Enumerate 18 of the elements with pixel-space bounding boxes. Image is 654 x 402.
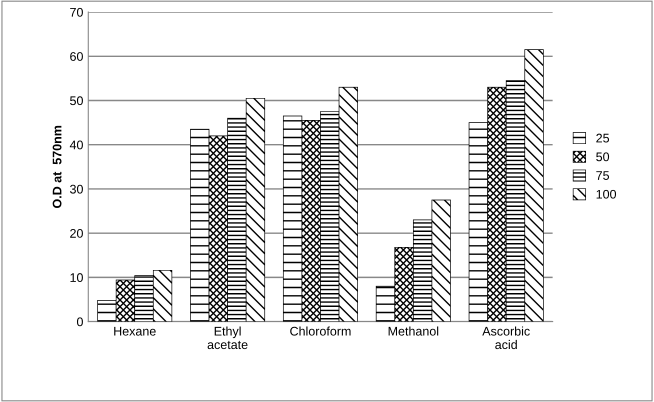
legend-label: 25: [596, 134, 610, 143]
y-tick-label: 10: [70, 273, 83, 282]
y-tick-label: 20: [70, 228, 83, 238]
x-tick-label: Chloroform: [290, 326, 351, 336]
legend-label: 100: [596, 190, 616, 199]
y-tick-label: 60: [70, 52, 83, 61]
x-tick-label: Methanol: [388, 326, 438, 336]
y-tick-label: 40: [70, 140, 83, 150]
y-tick-label: 50: [70, 96, 83, 106]
y-tick-label: 70: [70, 8, 83, 17]
x-tick-label: Ascorbic acid: [482, 326, 530, 350]
y-tick-label: 0: [76, 317, 83, 326]
legend-label: 50: [596, 152, 610, 162]
y-tick-label: 30: [70, 184, 83, 194]
x-tick-label: Hexane: [114, 326, 156, 336]
x-tick-label: Ethyl acetate: [208, 326, 248, 350]
y-axis-title: O.D at 570nm: [52, 126, 62, 208]
legend-label: 75: [596, 171, 610, 180]
